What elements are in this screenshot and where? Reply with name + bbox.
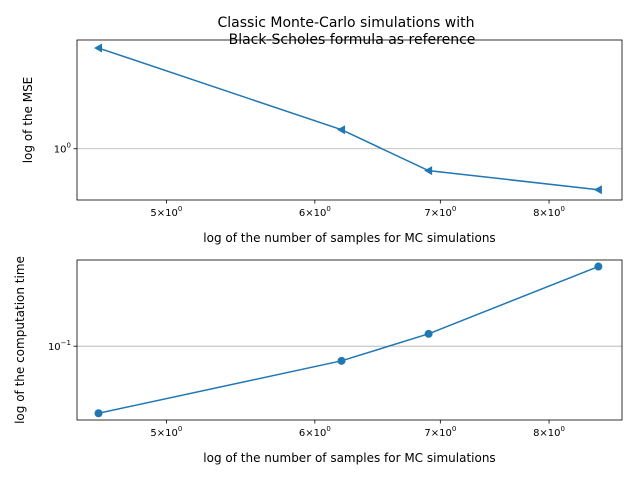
axes-frame bbox=[76, 39, 623, 201]
x-tick-label-base: 5×10 bbox=[150, 428, 177, 439]
x-tick-label: 5×100 bbox=[150, 425, 182, 439]
mse-data-point bbox=[424, 166, 433, 176]
x-tick-label: 6×100 bbox=[299, 205, 331, 219]
x-tick-label-base: 5×10 bbox=[150, 208, 177, 219]
mse-data-point bbox=[593, 185, 602, 195]
x-tick-label: 7×100 bbox=[424, 425, 456, 439]
series-line bbox=[98, 265, 599, 414]
y-axis-label: log of the MSE bbox=[21, 77, 35, 164]
figure-title-line-1: Classic Monte-Carlo simulations with bbox=[218, 15, 475, 31]
x-tick-label-base: 8×10 bbox=[533, 208, 560, 219]
x-tick-label-exp: 0 bbox=[561, 425, 565, 433]
y-tick-label-exp: 0 bbox=[67, 142, 71, 150]
axes-frame bbox=[76, 259, 623, 421]
x-tick-label: 5×100 bbox=[150, 205, 182, 219]
x-tick-label-base: 6×10 bbox=[299, 428, 326, 439]
x-tick-label: 8×100 bbox=[533, 425, 565, 439]
y-tick-label-exp: −1 bbox=[61, 339, 71, 347]
x-tick-label-exp: 0 bbox=[561, 205, 565, 213]
y-axis-label: log of the computation time bbox=[13, 256, 27, 424]
x-axis-label: log of the number of samples for MC simu… bbox=[203, 231, 495, 245]
x-tick-label: 6×100 bbox=[299, 425, 331, 439]
mse-data-point bbox=[94, 43, 103, 53]
time-data-point bbox=[424, 329, 433, 338]
x-tick-label-exp: 0 bbox=[178, 205, 182, 213]
time-data-point bbox=[594, 262, 603, 271]
mse-data-point bbox=[337, 125, 346, 135]
time-data-point bbox=[94, 409, 103, 418]
x-tick-label-exp: 0 bbox=[452, 205, 456, 213]
y-tick-label: 100 bbox=[54, 142, 71, 156]
x-tick-label-exp: 0 bbox=[326, 205, 330, 213]
x-tick-label-base: 8×10 bbox=[533, 428, 560, 439]
x-tick-label: 8×100 bbox=[533, 205, 565, 219]
x-tick-label-base: 7×10 bbox=[424, 208, 451, 219]
y-tick-label-base: 10 bbox=[54, 145, 67, 156]
x-tick-label-base: 6×10 bbox=[299, 208, 326, 219]
x-tick-label-exp: 0 bbox=[178, 425, 182, 433]
x-tick-label-exp: 0 bbox=[326, 425, 330, 433]
series-line bbox=[98, 47, 599, 191]
x-axis-label: log of the number of samples for MC simu… bbox=[203, 451, 495, 465]
time-data-point bbox=[337, 356, 346, 365]
x-tick-label-exp: 0 bbox=[452, 425, 456, 433]
x-tick-label: 7×100 bbox=[424, 205, 456, 219]
x-tick-label-base: 7×10 bbox=[424, 428, 451, 439]
y-tick-label-base: 10 bbox=[48, 342, 61, 353]
y-tick-label: 10−1 bbox=[48, 339, 71, 353]
